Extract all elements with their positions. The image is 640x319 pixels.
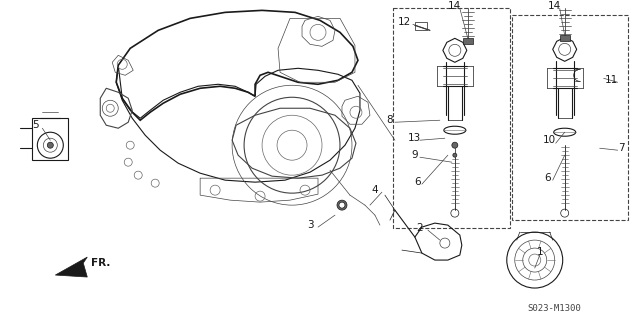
Text: 5: 5 (32, 120, 38, 130)
Bar (415, 22, 427, 30)
Text: 6: 6 (545, 173, 551, 183)
Text: 14: 14 (548, 1, 561, 11)
Text: 13: 13 (408, 133, 422, 143)
Text: 3: 3 (307, 220, 314, 230)
Text: S023-M1300: S023-M1300 (528, 303, 582, 313)
Bar (33, 118, 68, 160)
Text: 2: 2 (417, 223, 423, 233)
Text: 9: 9 (412, 150, 418, 160)
Text: 1: 1 (536, 247, 543, 257)
Circle shape (453, 153, 457, 157)
Text: 12: 12 (398, 17, 412, 27)
Bar (393, 8, 510, 228)
Circle shape (47, 142, 53, 148)
Text: 7: 7 (618, 143, 625, 153)
Bar (463, 38, 473, 44)
Text: FR.: FR. (92, 258, 111, 268)
Text: 10: 10 (543, 135, 556, 145)
Polygon shape (55, 257, 87, 277)
Text: 14: 14 (448, 1, 461, 11)
Text: 8: 8 (387, 115, 393, 125)
Circle shape (452, 142, 458, 148)
Circle shape (339, 202, 345, 208)
Bar (560, 35, 570, 41)
Text: 11: 11 (605, 75, 618, 85)
Text: 4: 4 (372, 185, 378, 195)
Circle shape (337, 200, 347, 210)
Bar (512, 15, 628, 220)
Text: 6: 6 (415, 177, 421, 187)
